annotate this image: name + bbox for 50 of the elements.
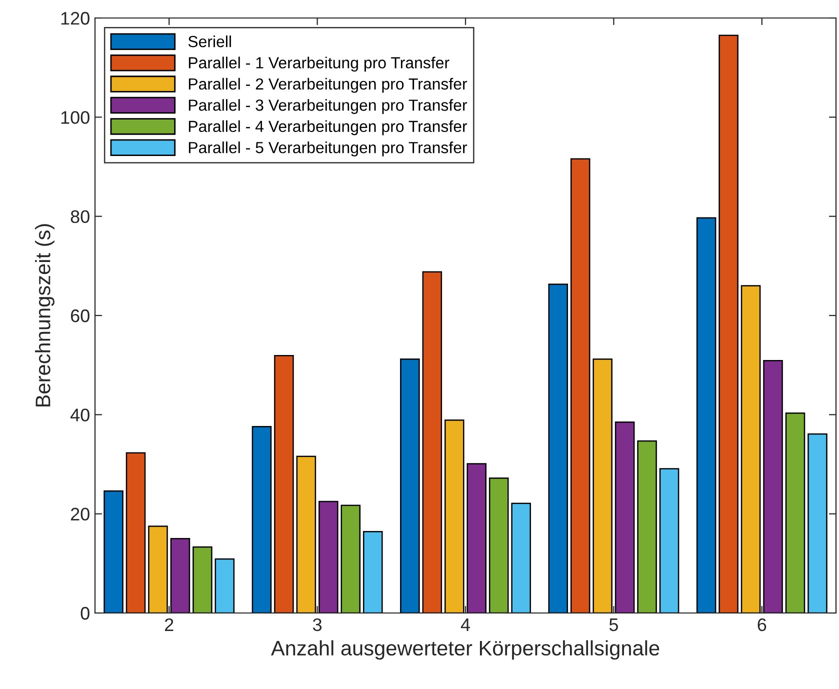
- bar: [488, 478, 509, 613]
- x-tick-label: 3: [312, 618, 322, 632]
- bar: [170, 538, 190, 613]
- legend-label: Parallel - 2 Verarbeitungen pro Transfer: [188, 78, 468, 93]
- bar: [362, 531, 383, 613]
- bar: [296, 456, 316, 613]
- bar: [785, 412, 806, 613]
- bar: [192, 546, 212, 613]
- x-tick-label: 2: [164, 618, 174, 631]
- y-tick-label: 60: [70, 309, 90, 322]
- bar: [340, 504, 361, 613]
- bar: [104, 490, 124, 613]
- bar: [659, 468, 680, 613]
- y-tick-label: 20: [70, 508, 90, 521]
- x-tick-label: 5: [609, 618, 618, 632]
- bar: [740, 285, 761, 613]
- x-axis-title: Anzahl ausgewerteter Körperschallsignale: [271, 640, 660, 660]
- legend-label: Parallel - 5 Verarbeitungen pro Transfer: [188, 142, 468, 156]
- bar: [718, 34, 738, 613]
- y-axis-title: Berechnungszeit (s): [35, 224, 54, 406]
- bar: [763, 360, 783, 613]
- y-tick-label: 40: [70, 408, 90, 422]
- legend-label: Parallel - 4 Verarbeitungen pro Transfer: [188, 120, 468, 136]
- bar: [318, 500, 338, 613]
- x-tick-label: 6: [758, 618, 766, 632]
- bar: [252, 426, 272, 613]
- bar: [511, 502, 531, 613]
- y-tick-label: 80: [70, 210, 90, 224]
- legend-label: Seriell: [188, 35, 231, 48]
- bar: [422, 271, 442, 613]
- bar: [570, 158, 590, 613]
- bar: [466, 463, 486, 613]
- bar: [126, 452, 146, 613]
- bar: [400, 358, 420, 613]
- legend-label: Parallel - 1 Verarbeitung pro Transfer: [188, 56, 450, 72]
- bar: [592, 358, 612, 613]
- bar: [148, 526, 168, 613]
- bar: [696, 217, 716, 613]
- bar: [274, 355, 294, 613]
- bar: [548, 284, 568, 613]
- bar: [444, 419, 464, 613]
- y-tick-label: 0: [80, 606, 90, 620]
- legend-label: Parallel - 3 Verarbeitungen pro Transfer: [188, 99, 468, 114]
- x-tick-label: 4: [460, 618, 470, 631]
- bar: [637, 440, 657, 613]
- bar: [214, 558, 235, 613]
- y-tick-label: 100: [61, 111, 90, 124]
- bar: [614, 421, 635, 613]
- y-tick-label: 120: [61, 12, 90, 25]
- bar: [808, 433, 828, 613]
